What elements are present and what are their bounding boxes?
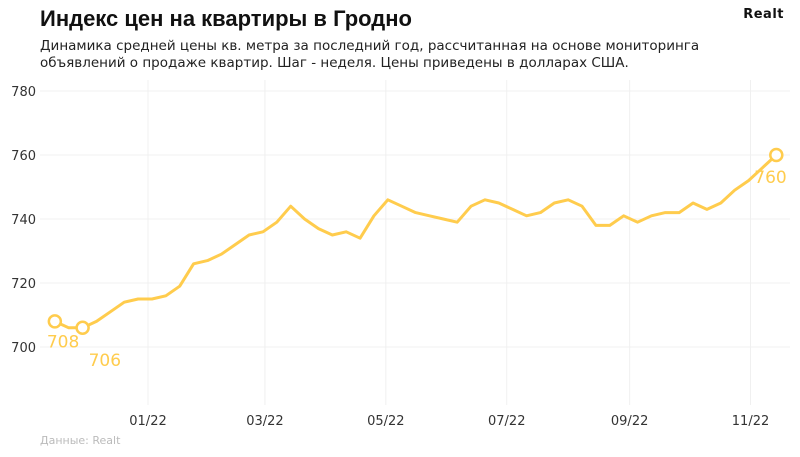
realt-logo: Realt	[743, 7, 784, 22]
data-label: 708	[47, 332, 79, 352]
x-tick-label: 01/22	[129, 414, 166, 429]
series-line	[54, 153, 778, 330]
x-tick-label: 09/22	[611, 414, 648, 429]
x-tick-label: 07/22	[488, 414, 525, 429]
y-tick-label: 740	[11, 213, 36, 228]
page-title: Индекс цен на квартиры в Гродно	[40, 6, 412, 31]
data-point-marker	[75, 320, 90, 336]
chart-subtitle: Динамика средней цены кв. метра за после…	[40, 38, 700, 71]
y-tick-label: 720	[11, 277, 36, 292]
x-tick-label: 05/22	[367, 414, 404, 429]
y-tick-label: 700	[11, 341, 36, 356]
data-label: 706	[89, 351, 121, 371]
x-tick-label: 03/22	[246, 414, 283, 429]
y-tick-label: 760	[11, 149, 36, 164]
data-point-marker	[769, 147, 784, 163]
data-source: Данные: Realt	[40, 434, 121, 447]
x-tick-label: 11/22	[732, 414, 769, 429]
y-tick-label: 780	[11, 85, 36, 100]
data-point-marker	[47, 314, 63, 329]
data-label: 760	[754, 168, 786, 188]
